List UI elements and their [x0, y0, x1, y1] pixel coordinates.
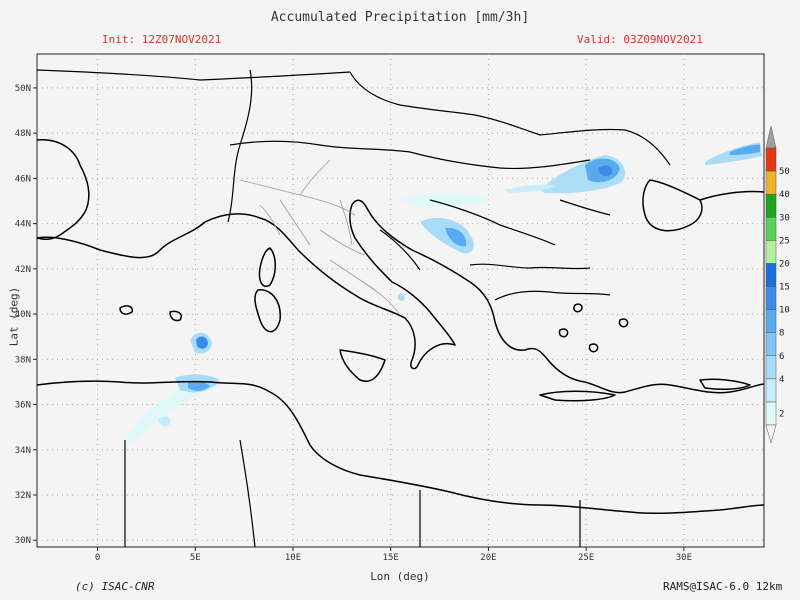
colorbar-label: 6	[779, 352, 784, 362]
valid-time: Valid: 03Z09NOV2021	[577, 33, 703, 46]
region-borders	[239, 159, 401, 316]
y-axis-label: Lat (deg)	[7, 286, 21, 347]
colorbar-segment	[765, 355, 777, 380]
x-tick-label: 5E	[190, 553, 201, 563]
init-time: Init: 12Z07NOV2021	[102, 33, 222, 46]
colorbar-segment	[765, 170, 777, 195]
colorbar-segment	[765, 332, 777, 356]
colorbar-label: 25	[779, 236, 790, 246]
colorbar-segment	[765, 401, 777, 426]
colorbar-segment	[765, 263, 777, 287]
x-tick-label: 25E	[578, 553, 594, 563]
colorbar-label: 15	[779, 283, 790, 293]
colorbar-bottom-arrow	[765, 424, 777, 444]
y-tick-label: 48N	[15, 129, 31, 139]
axis-ticks: 0 5E 10E 15E 20E 25E 30E 30N 32N 34N 36N 38N 40N 42N 4…	[15, 84, 692, 563]
grid-lines	[37, 54, 764, 547]
y-tick-label: 40N	[15, 310, 31, 320]
colorbar-label: 8	[779, 329, 784, 339]
map-title: Accumulated Precipitation [mm/3h]	[270, 10, 530, 25]
colorbar-label: 40	[779, 190, 790, 200]
x-tick-label: 30E	[676, 553, 692, 563]
y-tick-label: 46N	[15, 174, 31, 184]
colorbar-segment	[765, 147, 777, 172]
colorbar-label: 10	[779, 306, 790, 316]
colorbar-label: 30	[779, 213, 790, 223]
colorbar-label: 50	[779, 167, 790, 177]
colorbar-segment	[765, 240, 777, 264]
colorbar-segment	[765, 193, 777, 218]
coastlines	[36, 139, 765, 515]
model-text: RAMS@ISAC-6.0 12km	[663, 580, 783, 593]
x-tick-label: 15E	[383, 553, 399, 563]
credit-text: (c) ISAC-CNR	[75, 580, 155, 593]
y-tick-label: 34N	[15, 446, 31, 456]
y-tick-label: 32N	[15, 491, 31, 501]
map-area	[36, 53, 765, 548]
precipitation-areas	[125, 142, 762, 445]
y-tick-label: 38N	[15, 355, 31, 365]
y-tick-label: 44N	[15, 220, 31, 230]
x-tick-label: 10E	[285, 553, 301, 563]
y-tick-label: 42N	[15, 265, 31, 275]
colorbar-label: 20	[779, 259, 790, 269]
country-borders	[36, 69, 671, 548]
y-tick-label: 50N	[15, 84, 31, 94]
x-axis-label: Lon (deg)	[370, 570, 430, 583]
colorbar-label: 4	[779, 375, 784, 385]
colorbar-label: 2	[779, 409, 784, 419]
colorbar: 2 4 6 8 10 15 20 25 30 40 50	[765, 125, 790, 444]
colorbar-segment	[765, 286, 777, 310]
colorbar-segment	[765, 378, 777, 403]
colorbar-top-arrow	[765, 125, 777, 149]
x-tick-label: 20E	[480, 553, 496, 563]
colorbar-segment	[765, 217, 777, 241]
y-tick-label: 30N	[15, 536, 31, 546]
y-tick-label: 36N	[15, 401, 31, 411]
x-tick-label: 0	[95, 553, 100, 563]
colorbar-segment	[765, 309, 777, 333]
